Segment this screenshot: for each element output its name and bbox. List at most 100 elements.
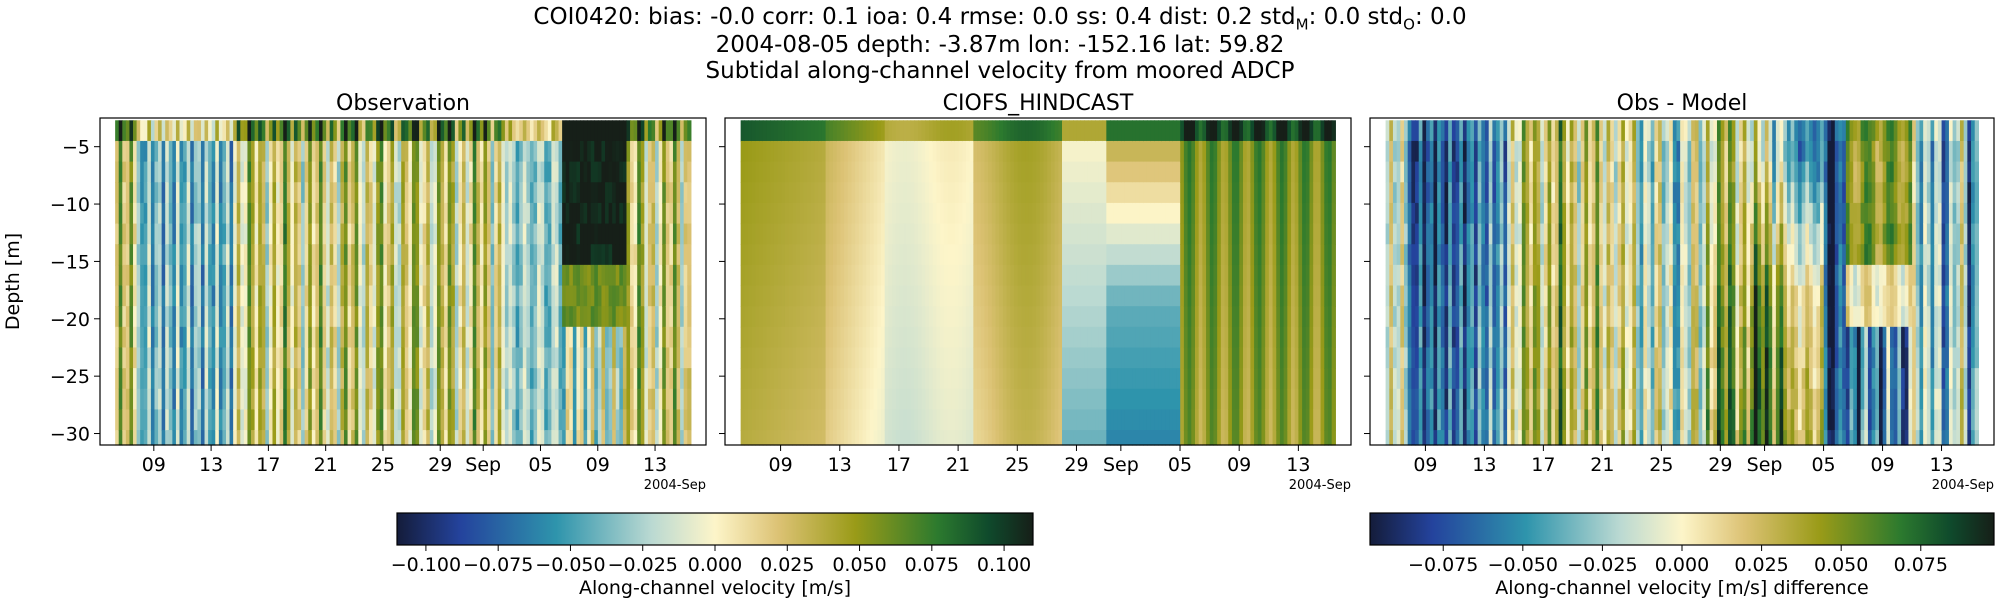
heatmap-cell <box>390 202 395 225</box>
heatmap-cell <box>895 182 901 204</box>
heatmap-cell <box>1102 388 1107 411</box>
heatmap-cell <box>115 120 120 142</box>
heatmap-cell <box>386 202 392 225</box>
heatmap-cell <box>115 182 120 204</box>
heatmap-cell <box>301 347 306 369</box>
heatmap-cell <box>770 202 775 225</box>
heatmap-cell <box>218 347 224 369</box>
heatmap-cell <box>504 409 510 431</box>
heatmap-cell <box>947 140 952 163</box>
heatmap-cell <box>415 306 420 328</box>
heatmap-cell <box>351 368 356 390</box>
heatmap-cell <box>1272 388 1277 411</box>
heatmap-cell <box>1254 140 1259 163</box>
heatmap-cell <box>1198 244 1203 266</box>
heatmap-cell <box>462 182 467 204</box>
heatmap-cell <box>803 161 808 183</box>
heatmap-cell <box>447 223 452 245</box>
heatmap-cell <box>186 388 191 411</box>
heatmap-cell <box>301 306 306 328</box>
heatmap-cell <box>143 120 148 142</box>
heatmap-cell <box>150 161 156 183</box>
heatmap-cell <box>626 285 631 307</box>
heatmap-cell <box>759 409 764 431</box>
heatmap-cell <box>147 244 152 266</box>
heatmap-cell <box>311 326 316 349</box>
heatmap-cell <box>172 326 177 349</box>
heatmap-cell <box>1032 264 1037 287</box>
heatmap-cell <box>1047 244 1052 266</box>
heatmap-cell <box>858 182 864 204</box>
heatmap-cell <box>925 223 930 245</box>
heatmap-cell <box>973 182 978 204</box>
heatmap-cell <box>576 430 581 446</box>
heatmap-cell <box>140 120 145 142</box>
heatmap-cell <box>751 223 757 245</box>
heatmap-cell <box>892 161 897 183</box>
heatmap-cell <box>665 347 670 369</box>
heatmap-cell <box>977 285 982 307</box>
heatmap-cell <box>1213 368 1218 390</box>
heatmap-cell <box>1224 244 1229 266</box>
heatmap-cell <box>290 182 295 204</box>
heatmap-cell <box>740 120 745 142</box>
heatmap-cell <box>903 347 908 369</box>
heatmap-cell <box>508 182 513 204</box>
heatmap-cell <box>1209 182 1215 204</box>
heatmap-cell <box>869 430 875 446</box>
heatmap-cell <box>165 409 170 431</box>
heatmap-cell <box>881 264 886 287</box>
heatmap-cell <box>626 306 631 328</box>
heatmap-cell <box>914 388 919 411</box>
heatmap-cell <box>165 326 170 349</box>
heatmap-cell <box>547 368 552 390</box>
heatmap-cell <box>637 202 642 225</box>
heatmap-cell <box>365 347 370 369</box>
heatmap-cell <box>1154 368 1159 390</box>
heatmap-cell <box>766 140 771 163</box>
heatmap-cell <box>840 306 845 328</box>
heatmap-cell <box>183 264 188 287</box>
heatmap-cell <box>383 306 388 328</box>
heatmap-cell <box>537 120 542 142</box>
heatmap-cell <box>1224 430 1229 446</box>
heatmap-cell <box>233 306 238 328</box>
heatmap-cell <box>118 388 123 411</box>
heatmap-cell <box>372 161 377 183</box>
heatmap-cell <box>140 326 145 349</box>
heatmap-cell <box>1231 347 1237 369</box>
heatmap-cell <box>458 326 463 349</box>
heatmap-cell <box>154 409 159 431</box>
heatmap-cell <box>947 120 952 142</box>
heatmap-cell <box>759 430 764 446</box>
heatmap-cell <box>866 140 871 163</box>
heatmap-cell <box>1073 306 1078 328</box>
heatmap-cell <box>204 306 209 328</box>
heatmap-cell <box>1098 306 1104 328</box>
heatmap-cell <box>676 140 681 163</box>
heatmap-cell <box>825 306 830 328</box>
heatmap-cell <box>973 409 978 431</box>
heatmap-cell <box>558 120 563 142</box>
heatmap-cell <box>1017 388 1022 411</box>
heatmap-cell <box>1198 285 1203 307</box>
heatmap-cell <box>1128 285 1133 307</box>
heatmap-cell <box>1220 223 1226 245</box>
heatmap-cell <box>633 223 638 245</box>
heatmap-cell <box>1139 140 1144 163</box>
heatmap-cell <box>855 120 860 142</box>
heatmap-cell <box>240 120 245 142</box>
heatmap-cell <box>1183 347 1189 369</box>
heatmap-cell <box>1006 223 1011 245</box>
heatmap-cell <box>297 347 302 369</box>
heatmap-cell <box>158 120 163 142</box>
heatmap-cell <box>932 409 938 431</box>
heatmap-cell <box>476 202 481 225</box>
heatmap-cell <box>1036 306 1041 328</box>
heatmap-cell <box>1250 202 1255 225</box>
heatmap-cell <box>917 306 923 328</box>
heatmap-cell <box>844 368 849 390</box>
heatmap-cell <box>1198 326 1203 349</box>
heatmap-cell <box>308 140 313 163</box>
heatmap-cell <box>1154 326 1159 349</box>
